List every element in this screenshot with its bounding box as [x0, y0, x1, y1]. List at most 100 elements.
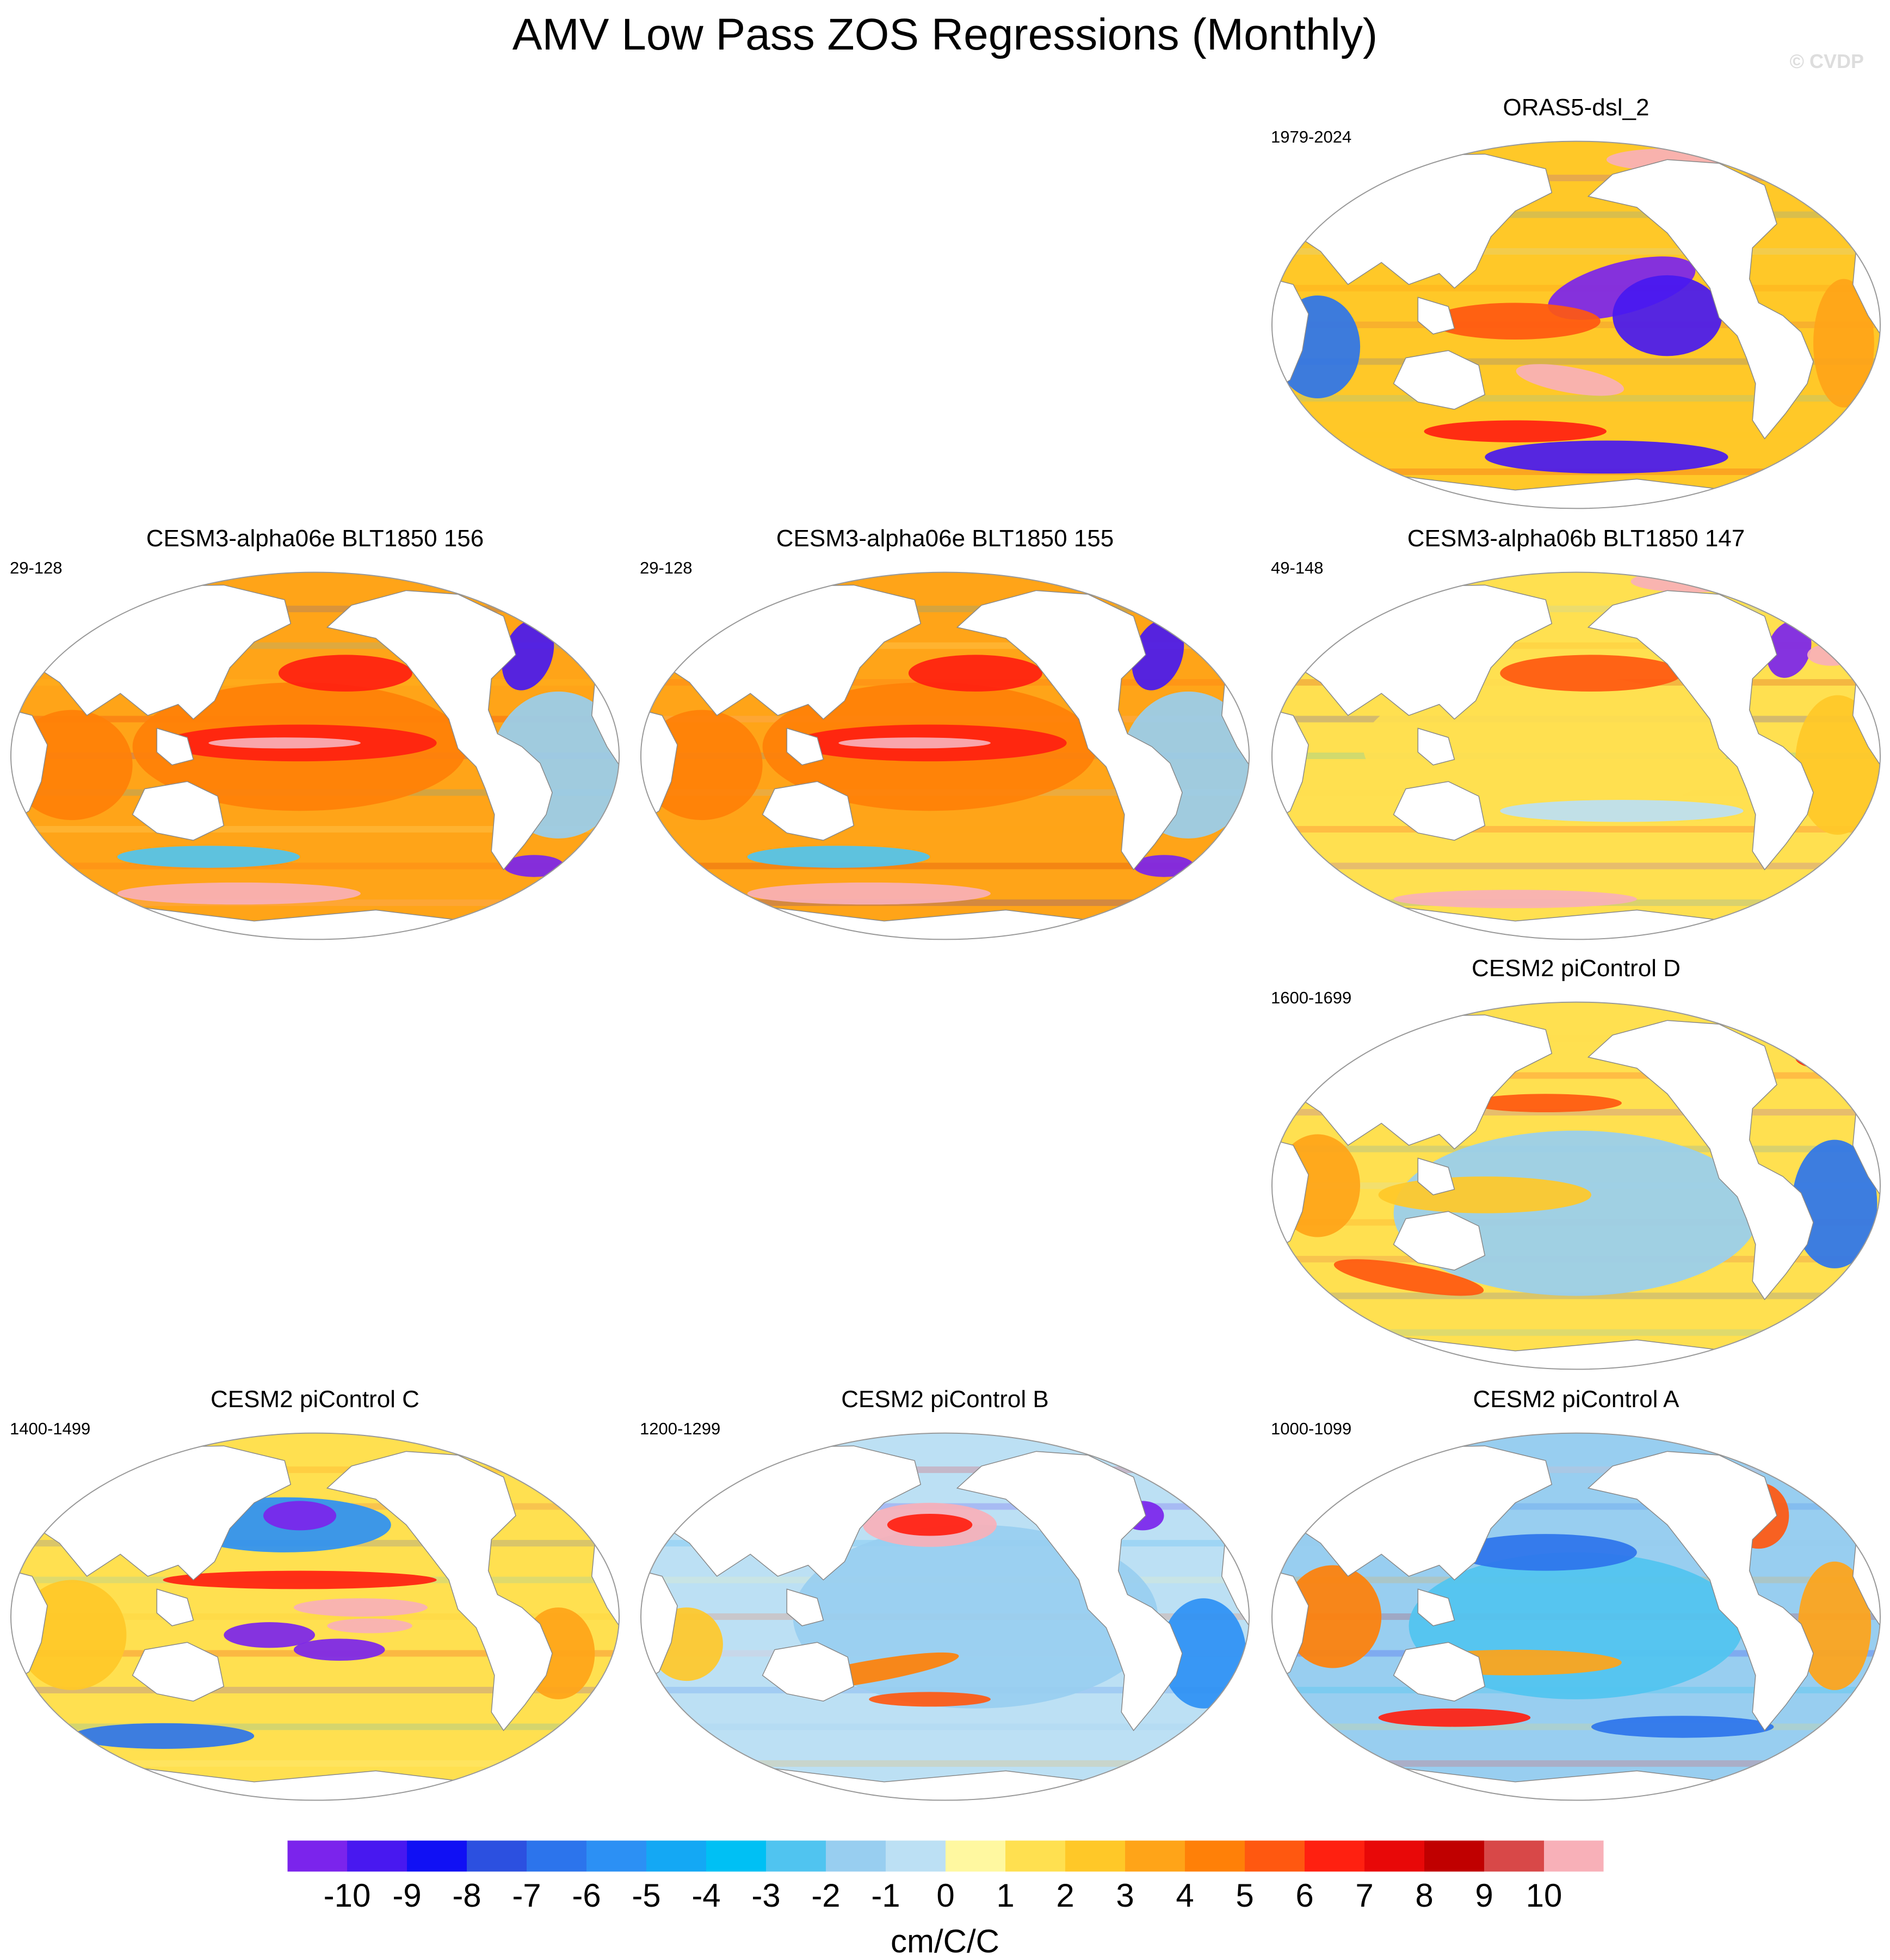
- anomaly-streak: [1271, 606, 1881, 613]
- colorbar-tick-label: -1: [871, 1877, 900, 1914]
- land-seasia: [786, 728, 824, 766]
- anomaly-patch: [1548, 256, 1696, 320]
- map-outline: [10, 1432, 620, 1801]
- panel-title: CESM2 piControl B: [841, 1386, 1049, 1413]
- land-seasia: [1417, 1588, 1455, 1626]
- anomaly-patch: [1333, 1259, 1484, 1296]
- colorbar-swatch: [347, 1840, 407, 1872]
- map-panel-cesm3-156: CESM3-alpha06e BLT1850 156 29-128: [0, 525, 630, 949]
- anomaly-streak: [1271, 1760, 1881, 1767]
- map-panel-oras5: ORAS5-dsl_2 1979-2024: [1261, 94, 1890, 518]
- colorbar-frame: [287, 1840, 1604, 1872]
- land-seasia: [1417, 1157, 1455, 1195]
- map-outline: [10, 571, 620, 940]
- land-europe: [576, 1472, 620, 1517]
- anomaly-patch: [747, 882, 991, 905]
- panel-years: 1400-1499: [10, 1419, 91, 1438]
- anomaly-patch: [1133, 855, 1195, 877]
- colorbar-swatch: [1424, 1840, 1484, 1872]
- land-australia: [1393, 350, 1486, 410]
- colorbar-swatch: [1544, 1840, 1604, 1872]
- colorbar-swatch: [706, 1840, 766, 1872]
- map-outline: [1271, 571, 1881, 940]
- anomaly-patch: [887, 1514, 973, 1536]
- anomaly-patch: [278, 655, 412, 692]
- anomaly-streak: [10, 862, 620, 870]
- colorbar-swatch: [826, 1840, 886, 1872]
- land-africa: [1271, 278, 1309, 392]
- world-map: [640, 1432, 1250, 1801]
- anomaly-streak: [640, 825, 1250, 833]
- world-map: [10, 571, 620, 940]
- land-americas: [1587, 1451, 1814, 1731]
- anomaly-patch: [503, 855, 565, 877]
- colorbar-swatch: [766, 1840, 826, 1872]
- anomaly-patch: [263, 1501, 337, 1531]
- world-map: [1271, 140, 1881, 509]
- map-outline: [640, 571, 1250, 940]
- anomaly-streak: [10, 642, 620, 649]
- anomaly-patch: [502, 619, 554, 691]
- colorbar-swatch: [1484, 1840, 1544, 1872]
- colorbar-tick-label: 0: [936, 1877, 954, 1914]
- land-africa: [640, 1570, 678, 1684]
- anomaly-streak: [10, 899, 620, 906]
- anomaly-streak: [1271, 1503, 1881, 1510]
- panel-title: CESM3-alpha06e BLT1850 155: [776, 525, 1114, 552]
- anomaly-patch: [838, 737, 991, 749]
- colorbar-swatch: [1125, 1840, 1185, 1872]
- panel-years: 1600-1699: [1271, 988, 1352, 1007]
- anomaly-patch: [1132, 619, 1184, 691]
- land-australia: [132, 1642, 225, 1702]
- anomaly-streak: [10, 1686, 620, 1693]
- land-greenland: [1764, 581, 1820, 621]
- colorbar-swatch: [1005, 1840, 1065, 1872]
- map-outline: [1271, 140, 1881, 509]
- colorbar-tick-label: 10: [1526, 1877, 1562, 1914]
- colorbar-swatch: [1245, 1840, 1305, 1872]
- colorbar-swatch: [886, 1840, 946, 1872]
- anomaly-patch: [869, 1692, 991, 1707]
- land-africa: [10, 1570, 48, 1684]
- anomaly-streak: [1271, 1036, 1881, 1043]
- land-europe: [576, 612, 620, 656]
- colorbar-tick-label: -3: [751, 1877, 780, 1914]
- anomaly-patch: [1485, 440, 1728, 474]
- map-panel-cesm3-155: CESM3-alpha06e BLT1850 155 29-128: [630, 525, 1260, 949]
- anomaly-patch: [1160, 1598, 1246, 1709]
- colorbar-tick-label: -4: [691, 1877, 720, 1914]
- anomaly-streak: [1271, 1109, 1881, 1116]
- panel-title: CESM2 piControl A: [1473, 1386, 1679, 1413]
- anomaly-patch: [1792, 1139, 1877, 1268]
- colorbar-tick-label: 7: [1355, 1877, 1373, 1914]
- main-title: AMV Low Pass ZOS Regressions (Monthly): [512, 10, 1378, 59]
- colorbar-tick-label: -5: [632, 1877, 660, 1914]
- anomaly-streak: [10, 606, 620, 613]
- world-map: [1271, 1432, 1881, 1801]
- anomaly-patch: [1807, 644, 1856, 666]
- anomaly-patch: [1378, 1708, 1531, 1727]
- panel-title: CESM3-alpha06b BLT1850 147: [1407, 525, 1745, 552]
- anomaly-patch: [163, 1570, 437, 1589]
- anomaly-streak: [1271, 1072, 1881, 1079]
- anomaly-streak: [1271, 1723, 1881, 1730]
- land-greenland: [1764, 150, 1820, 190]
- anomaly-patch: [1630, 572, 1753, 593]
- land-africa: [1271, 1139, 1309, 1253]
- panel-title: CESM3-alpha06e BLT1850 156: [146, 525, 484, 552]
- world-map: [1271, 1001, 1881, 1370]
- colorbar-swatch: [946, 1840, 1005, 1872]
- anomaly-streak: [640, 606, 1250, 613]
- map-panel-cesm2-b: CESM2 piControl B 1200-1299: [630, 1385, 1260, 1810]
- colorbar-tick-label: 5: [1236, 1877, 1253, 1914]
- land-americas: [1587, 159, 1814, 440]
- anomaly-streak: [10, 1760, 620, 1767]
- land-greenland: [1764, 1010, 1820, 1051]
- anomaly-patch: [1500, 799, 1744, 822]
- colorbar-tick-label: -9: [392, 1877, 421, 1914]
- anomaly-patch: [1430, 303, 1601, 340]
- colorbar-tick-label: 8: [1415, 1877, 1433, 1914]
- anomaly-patch: [208, 737, 361, 749]
- land-europe: [1837, 181, 1881, 225]
- land-americas: [326, 590, 553, 871]
